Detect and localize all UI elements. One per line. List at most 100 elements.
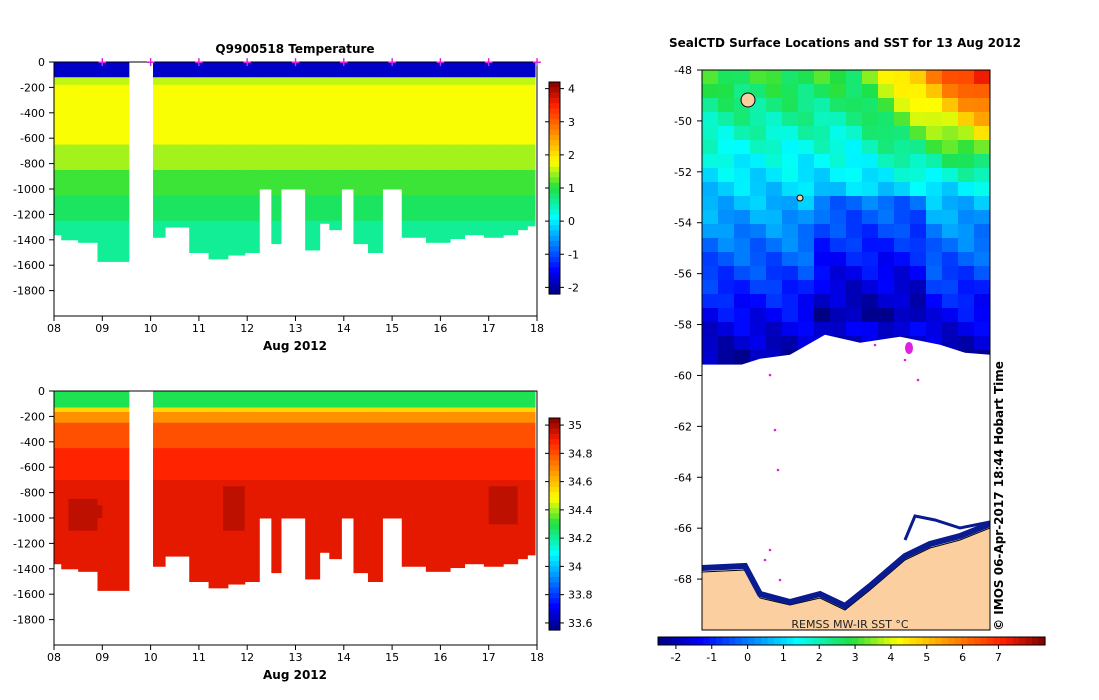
sst-cell xyxy=(750,322,767,337)
colorbar-segment xyxy=(549,129,560,136)
sst-colorbar-segment xyxy=(986,637,994,645)
sst-cell xyxy=(830,126,847,141)
salinity-cell xyxy=(208,407,229,413)
salinity-cell xyxy=(227,407,246,413)
sst-cell xyxy=(814,238,831,253)
colorbar-segment xyxy=(549,481,560,488)
sst-cell xyxy=(894,168,911,183)
salinity-cell xyxy=(189,391,210,409)
sst-cell xyxy=(958,224,975,239)
lat-tick-label: -62 xyxy=(674,420,692,433)
colorbar-segment xyxy=(549,262,560,269)
sst-cell xyxy=(846,196,863,211)
salinity-cell xyxy=(271,448,282,481)
sst-cell xyxy=(894,322,911,337)
sst-cell xyxy=(766,210,783,225)
y-tick-label: -1800 xyxy=(13,614,45,627)
sst-cell xyxy=(878,168,895,183)
temperature-cell xyxy=(208,195,229,222)
sst-cell xyxy=(878,140,895,155)
salinity-cell xyxy=(503,448,519,481)
sst-colorbar-segment xyxy=(857,637,865,645)
lat-tick-label: -48 xyxy=(674,64,692,77)
sst-cell xyxy=(750,182,767,197)
temperature-cell xyxy=(259,62,272,78)
temperature-cell xyxy=(450,84,466,146)
y-tick-label: -1200 xyxy=(13,537,45,550)
colorbar-segment xyxy=(549,508,560,514)
temperature-cell xyxy=(281,169,306,190)
salinity-cell xyxy=(382,479,403,519)
salinity-cell xyxy=(483,422,504,449)
temperature-cell xyxy=(319,195,330,222)
temperature-cell xyxy=(527,169,536,196)
sst-cell xyxy=(830,252,847,267)
salinity-cell xyxy=(244,448,260,481)
sst-cell xyxy=(782,238,799,253)
sst-cell xyxy=(894,98,911,113)
sst-cell xyxy=(782,168,799,183)
sst-colorbar-segment xyxy=(716,637,724,645)
colorbar-segment xyxy=(549,465,560,472)
sst-cell xyxy=(798,266,815,281)
colorbar-segment xyxy=(549,108,560,115)
colorbar-segment xyxy=(549,161,560,168)
sst-cell xyxy=(798,154,815,169)
sst-cell xyxy=(734,336,751,351)
colorbar-segment xyxy=(549,449,560,456)
sst-cell xyxy=(862,196,879,211)
temperature-cell xyxy=(97,220,130,262)
temperature-cell xyxy=(78,220,98,243)
sst-cell xyxy=(926,140,943,155)
sst-cell xyxy=(702,322,719,337)
colorbar-segment xyxy=(549,513,560,520)
temperature-cell xyxy=(165,62,190,78)
colorbar-segment xyxy=(549,288,560,295)
salinity-patch xyxy=(87,505,103,518)
colorbar-segment xyxy=(549,476,560,483)
sst-cell xyxy=(766,280,783,295)
sst-cell xyxy=(830,98,847,113)
sst-cell xyxy=(782,308,799,323)
sst-cell xyxy=(910,112,927,127)
salinity-cell xyxy=(281,448,306,481)
sst-cell xyxy=(798,280,815,295)
colorbar-segment xyxy=(549,272,560,279)
sst-cell xyxy=(702,84,719,99)
salinity-cell xyxy=(208,448,229,481)
sst-cell xyxy=(894,70,911,85)
salinity-panel: 0 -200 -400 -600 -800 -1000 -1200 -1400 -1600 -18… xyxy=(13,385,592,682)
sst-cell xyxy=(702,210,719,225)
colorbar-segment xyxy=(549,119,560,125)
sst-cell xyxy=(846,140,863,155)
sst-cell xyxy=(910,280,927,295)
temperature-cell xyxy=(319,77,330,86)
temperature-cell xyxy=(97,84,130,146)
sst-cell xyxy=(942,98,959,113)
temperature-cell xyxy=(271,195,282,222)
temperature-cell xyxy=(483,169,504,196)
x-tick-label: 16 xyxy=(433,322,447,335)
salinity-cell xyxy=(425,411,451,424)
profile-markers: + + + + + + + + + + xyxy=(97,55,542,69)
temperature-cell xyxy=(305,84,321,146)
x-tick-label: 18 xyxy=(530,651,544,664)
salinity-cell xyxy=(450,479,466,569)
salinity-cell xyxy=(281,422,306,449)
profile-marker: + xyxy=(387,55,397,69)
colorbar-frame xyxy=(548,417,561,631)
sst-colorbar-segment xyxy=(728,637,736,645)
sst-cell xyxy=(910,224,927,239)
salinity-cell xyxy=(271,407,282,413)
salinity-cell xyxy=(367,448,383,481)
temperature-cell xyxy=(319,84,330,146)
sst-cell xyxy=(878,280,895,295)
colorbar-segment xyxy=(549,92,560,99)
temperature-cell xyxy=(165,144,190,171)
sst-cell xyxy=(894,294,911,309)
temperature-cell xyxy=(281,84,306,146)
colorbar-segment xyxy=(549,423,560,430)
sst-cell xyxy=(798,112,815,127)
profile-marker: + xyxy=(242,55,252,69)
salinity-cell xyxy=(527,479,536,556)
